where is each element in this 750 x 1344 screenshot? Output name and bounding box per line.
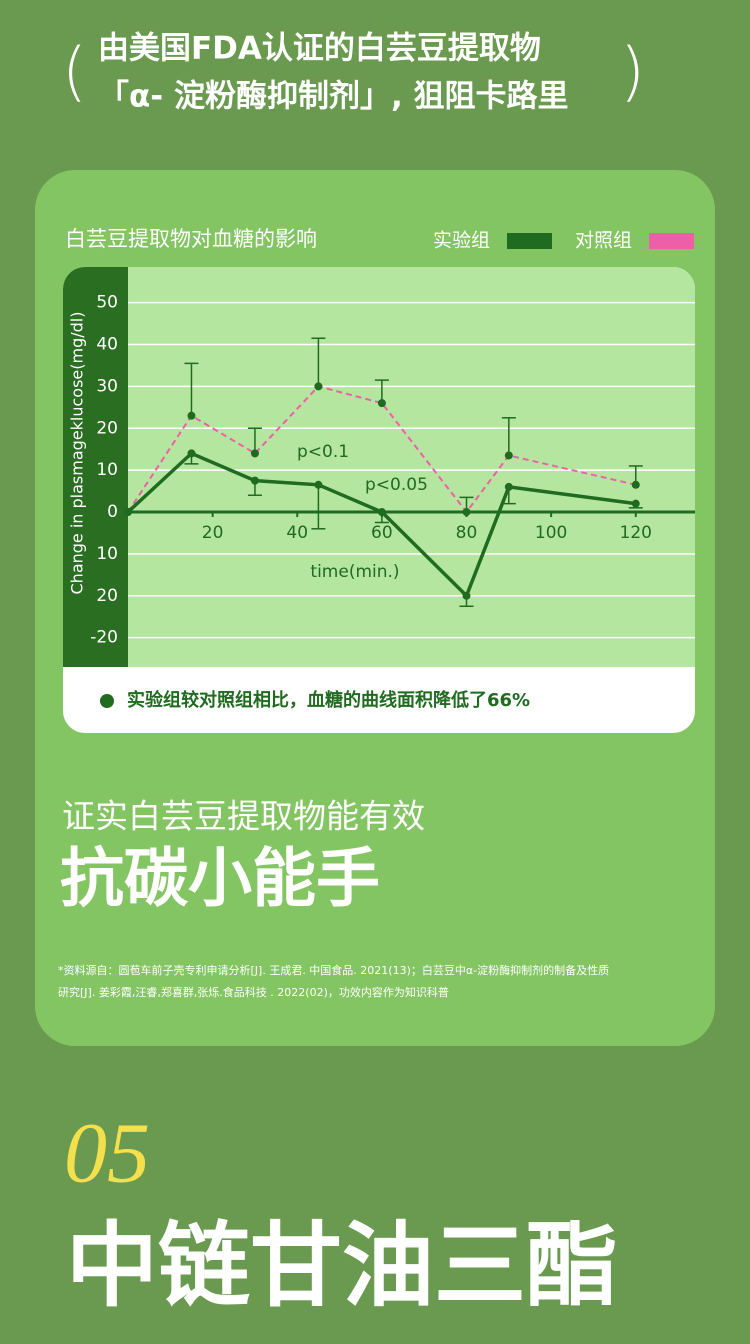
legend-label: 对照组 — [575, 230, 632, 252]
paren: ( — [62, 36, 87, 110]
plot-bg — [128, 267, 695, 667]
point — [377, 399, 386, 408]
section-number: 05 — [64, 1105, 150, 1201]
claim-title: 抗碳小能手 — [60, 843, 380, 917]
intro-line: 由美国FDA认证的白芸豆提取物 — [98, 31, 541, 67]
point — [504, 451, 513, 460]
x-tick-label: 80 — [456, 523, 478, 543]
chart-title: 白芸豆提取物对血糖的影响 — [65, 227, 317, 251]
point — [314, 382, 323, 391]
point — [377, 508, 386, 517]
y-tick-label: 50 — [96, 293, 118, 313]
legend-swatch — [507, 233, 552, 249]
series-line — [126, 451, 636, 599]
section-title: 中链甘油三酯 — [66, 1212, 618, 1319]
y-tick-label: 10 — [96, 460, 118, 480]
chart-note: 实验组较对照组相比，血糖的曲线面积降低了66% — [127, 689, 530, 711]
claim-subtitle: 证实白芸豆提取物能有效 — [62, 797, 425, 836]
y-tick-label: 0 — [107, 502, 118, 522]
point — [124, 508, 132, 517]
x-tick-label: 100 — [535, 523, 567, 543]
point — [504, 482, 513, 491]
y-axis-strip — [63, 267, 128, 667]
y-tick-label: 10 — [96, 544, 118, 564]
x-tick-label: 60 — [371, 523, 393, 543]
y-tick-label: 20 — [96, 418, 118, 438]
legend-swatch — [649, 233, 694, 249]
point — [250, 476, 259, 485]
series-line — [127, 385, 636, 514]
y-tick-label: 30 — [96, 376, 118, 396]
point — [314, 480, 323, 489]
reference: 研究[J]. 姜彩霞,汪睿,郑喜群,张烁.食品科技 . 2022(02)，功效内… — [58, 985, 449, 999]
legend-label: 实验组 — [433, 230, 490, 252]
x-tick-label: 120 — [620, 523, 652, 543]
annotation: p<0.1 — [297, 442, 349, 462]
note-bullet — [100, 694, 114, 708]
legend: 实验组 对照组 — [433, 230, 694, 252]
point — [462, 591, 471, 600]
point — [631, 499, 640, 508]
point — [187, 449, 196, 458]
point — [187, 411, 196, 420]
y-axis-title: Change in plasmageklucose(mg/dl) — [68, 312, 87, 595]
point — [631, 480, 640, 489]
point — [462, 508, 471, 517]
reference: *资料源自：圆苞车前子壳专利申请分析[J]. 王成君. 中国食品. 2021(1… — [58, 963, 609, 977]
x-tick-label: 20 — [202, 523, 224, 543]
point — [250, 449, 259, 458]
x-axis-title: time(min.) — [310, 562, 399, 582]
paren: ) — [620, 36, 645, 110]
annotation: p<0.05 — [365, 475, 428, 495]
y-tick-label: 40 — [96, 334, 118, 354]
x-tick-label: 40 — [286, 523, 308, 543]
y-tick-label: -20 — [90, 628, 118, 648]
y-tick-label: 20 — [96, 586, 118, 606]
intro-line: 「α- 淀粉酶抑制剂」, 狙阻卡路里 — [98, 79, 569, 115]
